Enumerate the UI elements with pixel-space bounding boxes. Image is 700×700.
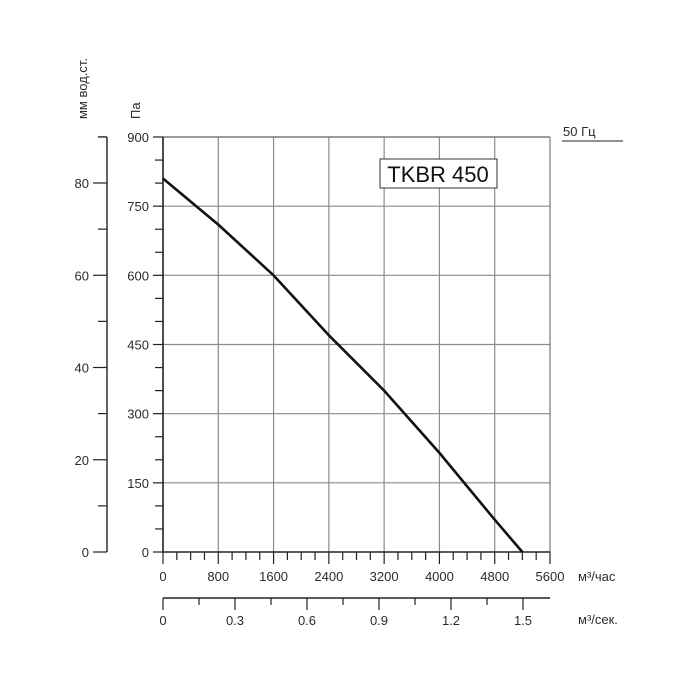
pa-tick-label: 600 <box>127 268 149 283</box>
pa-axis-ticks <box>153 136 163 553</box>
mm-axis-labels: 80 60 40 20 0 <box>75 176 89 560</box>
model-label: TKBR 450 <box>387 162 489 187</box>
grid <box>163 137 550 552</box>
flow-hour-tick-label: 800 <box>207 569 229 584</box>
flow-hour-tick-label: 0 <box>159 569 166 584</box>
mm-axis-unit: мм вод.ст. <box>75 58 90 119</box>
mm-axis-ticks <box>93 136 107 553</box>
mm-tick-label: 40 <box>75 361 89 376</box>
flow-sec-tick-label: 0 <box>159 613 166 628</box>
pa-tick-label: 0 <box>142 545 149 560</box>
flow-sec-tick-label: 1.5 <box>514 613 532 628</box>
flow-sec-tick-label: 1.2 <box>442 613 460 628</box>
flow-hour-tick-label: 1600 <box>259 569 288 584</box>
flow-hour-tick-label: 4000 <box>425 569 454 584</box>
flow-sec-tick-label: 0.3 <box>226 613 244 628</box>
flow-sec-axis-labels: 0 0.3 0.6 0.9 1.2 1.5 <box>159 613 532 628</box>
frequency-label: 50 Гц <box>563 124 596 139</box>
pa-axis-unit: Па <box>128 102 143 119</box>
pa-tick-label: 750 <box>127 199 149 214</box>
flow-sec-tick-label: 0.9 <box>370 613 388 628</box>
flow-hour-tick-label: 5600 <box>536 569 565 584</box>
pa-tick-label: 900 <box>127 130 149 145</box>
mm-tick-label: 80 <box>75 176 89 191</box>
flow-hour-tick-label: 3200 <box>370 569 399 584</box>
mm-tick-label: 60 <box>75 268 89 283</box>
flow-hour-axis-labels: 0 800 1600 2400 3200 4000 4800 5600 <box>159 569 564 584</box>
flow-hour-tick-label: 4800 <box>480 569 509 584</box>
flow-sec-axis-ticks <box>162 598 524 610</box>
performance-curve <box>162 177 524 553</box>
pa-tick-label: 150 <box>127 476 149 491</box>
flow-hour-tick-label: 2400 <box>314 569 343 584</box>
pa-axis-labels: 900 750 600 450 300 150 0 <box>127 130 149 560</box>
model-label-box <box>379 158 498 189</box>
pa-tick-label: 450 <box>127 338 149 353</box>
pa-tick-label: 300 <box>127 407 149 422</box>
flow-sec-unit: м³/сек. <box>578 612 618 627</box>
mm-tick-label: 0 <box>82 545 89 560</box>
mm-tick-label: 20 <box>75 453 89 468</box>
flow-hour-axis-ticks <box>162 552 551 564</box>
flow-sec-tick-label: 0.6 <box>298 613 316 628</box>
flow-hour-unit: м³/час <box>578 569 616 584</box>
